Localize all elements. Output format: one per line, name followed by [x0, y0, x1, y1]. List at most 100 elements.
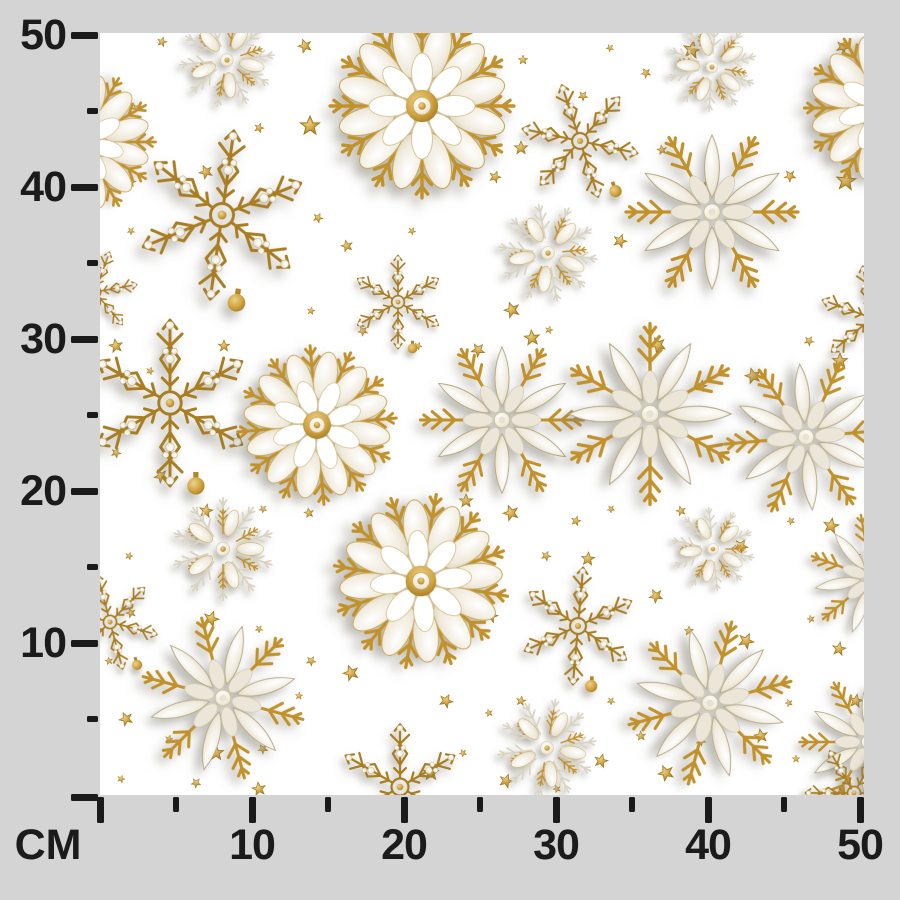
star-sprinkle [580, 551, 596, 566]
h-ruler-label-40: 40 [685, 821, 732, 869]
h-minortick-15 [325, 797, 331, 812]
snowflake-pattern-image [100, 33, 864, 795]
star-sprinkle [752, 727, 769, 744]
snowflake-silver [656, 492, 770, 606]
v-tick-20 [71, 487, 98, 495]
snowflake-crystal [626, 132, 798, 292]
star-sprinkle [198, 502, 215, 519]
h-minortick-35 [629, 797, 635, 812]
star-sprinkle [785, 515, 797, 526]
star-sprinkle [156, 35, 169, 48]
star-sprinkle [655, 762, 677, 783]
star-sprinkle [196, 162, 215, 181]
star-sprinkle [792, 754, 800, 763]
star-sprinkle [539, 549, 553, 562]
h-tick-10 [248, 797, 256, 823]
v-minortick-15 [87, 564, 98, 570]
snowflake-crystal [596, 589, 824, 795]
snowflake-silver [649, 33, 774, 130]
star-sprinkle [303, 507, 315, 519]
snowflake-goldlace [341, 724, 459, 795]
v-tick-0 [71, 794, 98, 801]
star-sprinkle [639, 66, 653, 80]
star-sprinkle [523, 328, 541, 346]
star-sprinkle [604, 42, 616, 54]
star-sprinkle [605, 695, 617, 707]
star-sprinkle [257, 503, 269, 515]
h-minortick-45 [781, 797, 787, 812]
snowflake-fluffy [100, 42, 182, 243]
v-ruler-label-50: 50 [20, 11, 67, 59]
v-tick-10 [71, 639, 98, 647]
star-sprinkle [107, 337, 124, 354]
unit-label: CM [14, 821, 82, 869]
star-sprinkle [252, 121, 266, 134]
v-minortick-5 [87, 716, 98, 722]
v-tick-40 [71, 183, 98, 191]
star-sprinkle [218, 339, 230, 352]
star-sprinkle [484, 707, 494, 718]
star-sprinkle [116, 773, 127, 784]
star-sprinkle [735, 630, 757, 651]
snowflake-silver [172, 498, 274, 600]
v-minortick-25 [87, 412, 98, 418]
star-sprinkle [674, 504, 687, 517]
star-sprinkle [296, 36, 314, 54]
star-sprinkle [339, 238, 355, 253]
star-sprinkle [145, 365, 156, 376]
star-sprinkle [611, 231, 629, 249]
snowflakes-layer [100, 33, 864, 795]
star-sprinkle [468, 340, 488, 359]
star-sprinkle [831, 640, 848, 657]
star-sprinkle [406, 225, 418, 236]
star-sprinkle [253, 623, 265, 635]
h-minortick-5 [173, 797, 179, 812]
star-sprinkle [304, 654, 318, 668]
snowflake-fluffy [297, 457, 544, 704]
v-ruler-label-10: 10 [20, 619, 67, 667]
h-minortick-25 [477, 797, 483, 812]
star-sprinkle [250, 780, 267, 795]
v-tick-50 [71, 31, 98, 39]
snowflake-goldlace [100, 563, 168, 685]
star-sprinkle [500, 502, 521, 523]
star-sprinkle [646, 586, 665, 605]
snowflake-fluffy [330, 33, 514, 198]
v-ruler-label-20: 20 [20, 467, 67, 515]
star-sprinkle [487, 169, 503, 184]
snowflake-crystal [420, 344, 583, 495]
star-sprinkle [306, 306, 316, 316]
star-sprinkle [635, 730, 647, 741]
snowflake-silver [483, 188, 613, 319]
star-sprinkle [311, 211, 325, 224]
star-sprinkle [570, 514, 583, 527]
h-ruler-label-20: 20 [381, 821, 428, 869]
snowflake-goldlace [354, 256, 441, 354]
star-sprinkle [605, 503, 617, 515]
star-sprinkle [125, 225, 137, 237]
h-ruler-label-30: 30 [533, 821, 580, 869]
v-minortick-45 [87, 108, 98, 114]
star-sprinkle [457, 747, 469, 758]
h-ruler-label-50: 50 [837, 821, 884, 869]
v-ruler-label-40: 40 [20, 163, 67, 211]
h-tick-20 [400, 797, 408, 823]
snowflake-goldlace [509, 68, 652, 219]
star-sprinkle [592, 752, 610, 769]
h-tick-50 [856, 797, 864, 823]
snowflake-goldlace [130, 120, 313, 319]
star-sprinkle [806, 613, 816, 624]
h-tick-0 [96, 797, 104, 823]
star-sprinkle [497, 771, 515, 789]
star-sprinkle [294, 691, 304, 700]
star-sprinkle [656, 144, 668, 156]
star-sprinkle [437, 691, 456, 710]
snowflake-silver [171, 33, 283, 116]
star-sprinkle [544, 324, 554, 335]
snowflake-crystal [123, 603, 322, 794]
h-ruler-label-10: 10 [229, 821, 276, 869]
v-minortick-35 [87, 260, 98, 266]
v-tick-30 [71, 335, 98, 343]
snowflake-goldlace [100, 239, 147, 350]
